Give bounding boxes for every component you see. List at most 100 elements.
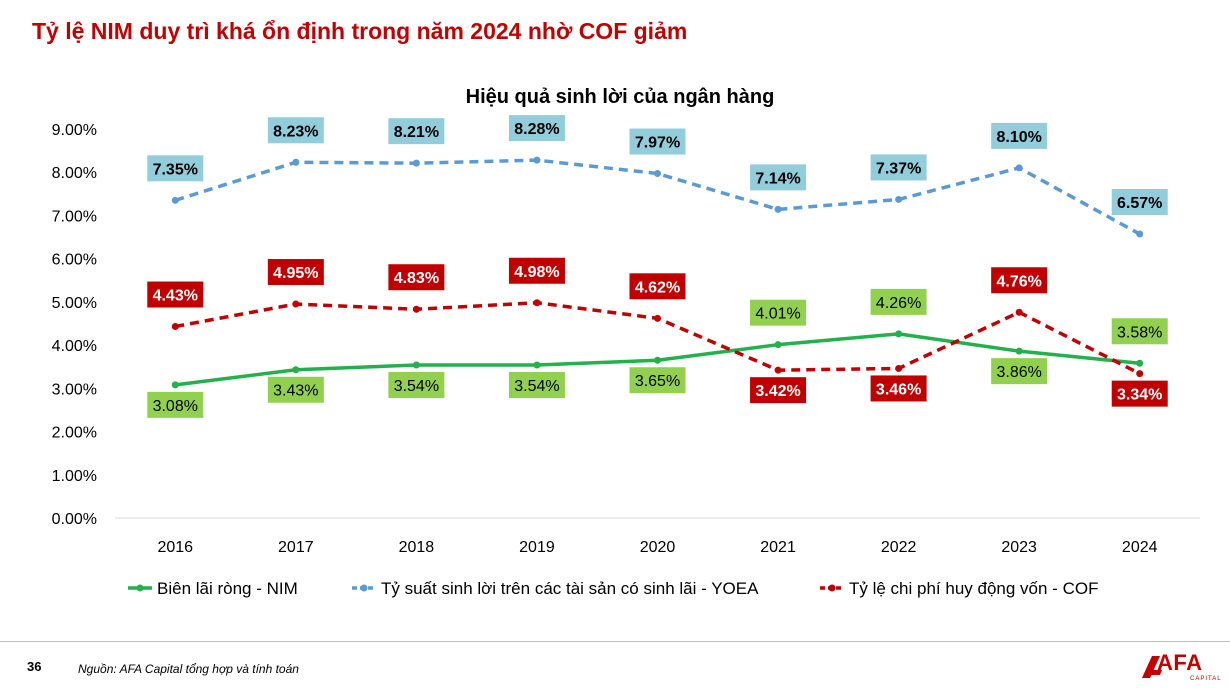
data-label-box: [508, 257, 565, 284]
data-point: [895, 364, 903, 372]
legend-marker: [136, 584, 144, 592]
data-label: 3.54%: [394, 378, 439, 395]
data-point: [774, 366, 782, 374]
data-point: [533, 156, 541, 164]
data-label-box: [750, 164, 807, 191]
data-label-box: [1111, 318, 1168, 345]
x-tick-label: 2024: [1122, 539, 1158, 556]
data-label-box: [870, 288, 927, 315]
x-tick-label: 2017: [278, 539, 314, 556]
data-point: [1015, 164, 1023, 172]
data-label-box: [388, 118, 445, 145]
data-label-box: [750, 299, 807, 326]
data-point: [533, 361, 541, 369]
data-label: 7.97%: [635, 135, 680, 152]
data-point: [171, 196, 179, 204]
slide-title: Tỷ lệ NIM duy trì khá ổn định trong năm …: [32, 18, 688, 44]
data-label-box: [267, 117, 324, 144]
data-point: [292, 300, 300, 308]
logo-subtext: CAPITAL: [1190, 676, 1222, 682]
data-label: 8.28%: [514, 121, 559, 138]
data-label-box: [508, 115, 565, 142]
data-point: [1015, 308, 1023, 316]
x-tick-label: 2022: [881, 539, 917, 556]
data-label: 8.23%: [273, 123, 318, 140]
data-label: 4.62%: [635, 279, 680, 296]
data-label-box: [1111, 380, 1168, 407]
data-label-box: [508, 371, 565, 398]
line-chart: Hiệu quả sinh lời của ngân hàng 0.00% 1.0…: [52, 86, 1200, 598]
data-label: 4.01%: [755, 306, 800, 323]
data-label: 4.76%: [996, 273, 1041, 290]
data-label: 4.95%: [273, 265, 318, 282]
x-tick-label: 2018: [399, 539, 435, 556]
lines-layer: [171, 156, 1144, 389]
chart-title: Hiệu quả sinh lời của ngân hàng: [466, 86, 775, 108]
data-point: [1015, 347, 1023, 355]
data-label: 3.58%: [1117, 324, 1162, 341]
data-label: 3.86%: [996, 364, 1041, 381]
legend-label: Biên lãi ròng - NIM: [157, 579, 298, 598]
x-tick-label: 2016: [157, 539, 193, 556]
data-label: 6.57%: [1117, 195, 1162, 212]
legend-label: Tỷ suất sinh lời trên các tài sản có sin…: [381, 579, 759, 598]
data-point: [654, 314, 661, 322]
data-point: [412, 159, 420, 167]
y-tick-label: 5.00%: [52, 295, 97, 312]
data-label-box: [267, 259, 324, 286]
legend-label: Tỷ lệ chi phí huy động vốn - COF: [849, 579, 1098, 598]
y-tick-label: 2.00%: [52, 425, 97, 442]
data-label: 3.08%: [153, 398, 198, 415]
afa-capital-logo: AFA CAPITAL: [1140, 648, 1222, 688]
data-label: 4.26%: [876, 295, 921, 312]
data-point: [774, 341, 782, 349]
data-label: 8.10%: [996, 129, 1041, 146]
logo-mark-icon: [1142, 656, 1162, 678]
data-label-box: [147, 281, 204, 308]
data-label: 3.65%: [635, 373, 680, 390]
data-label: 7.35%: [153, 161, 198, 178]
data-label: 4.83%: [394, 270, 439, 287]
legend-marker: [828, 584, 836, 592]
data-label-box: [388, 264, 445, 291]
data-label: 3.46%: [876, 381, 921, 398]
data-point: [654, 356, 661, 364]
data-label: 3.54%: [514, 378, 559, 395]
data-point: [654, 170, 661, 178]
data-label-box: [870, 375, 927, 402]
data-point: [412, 361, 420, 369]
data-point: [774, 205, 782, 213]
data-point: [533, 299, 541, 307]
x-tick-label: 2021: [760, 539, 796, 556]
data-point: [1136, 370, 1144, 378]
data-label-box: [147, 155, 204, 182]
data-label-box: [147, 391, 204, 418]
y-tick-label: 3.00%: [52, 381, 97, 398]
footer-divider: [0, 641, 1230, 642]
data-label-box: [991, 267, 1048, 294]
data-point: [895, 195, 903, 203]
y-tick-label: 4.00%: [52, 338, 97, 355]
data-label: 7.37%: [876, 160, 921, 177]
y-tick-label: 1.00%: [52, 468, 97, 485]
data-label: 4.43%: [153, 288, 198, 305]
data-point: [171, 323, 179, 331]
data-label: 8.21%: [394, 124, 439, 141]
data-label-box: [991, 358, 1048, 385]
data-point: [1136, 359, 1144, 367]
legend-marker: [360, 584, 368, 592]
data-point: [292, 158, 300, 166]
data-label: 7.14%: [755, 170, 800, 187]
data-label: 3.34%: [1117, 387, 1162, 404]
data-point: [171, 381, 179, 389]
data-point: [1136, 230, 1144, 238]
data-label-box: [629, 128, 686, 155]
data-point: [895, 330, 903, 338]
data-label: 3.42%: [755, 383, 800, 400]
data-labels-layer: 3.08% 3.43% 3.54% 3.54% 3.65% 4.01% 4.26% 3.86%…: [147, 115, 1168, 418]
data-label-box: [629, 367, 686, 394]
data-label-box: [870, 154, 927, 181]
data-label-box: [388, 371, 445, 398]
data-label: 3.43%: [273, 383, 318, 400]
x-tick-label: 2020: [640, 539, 676, 556]
